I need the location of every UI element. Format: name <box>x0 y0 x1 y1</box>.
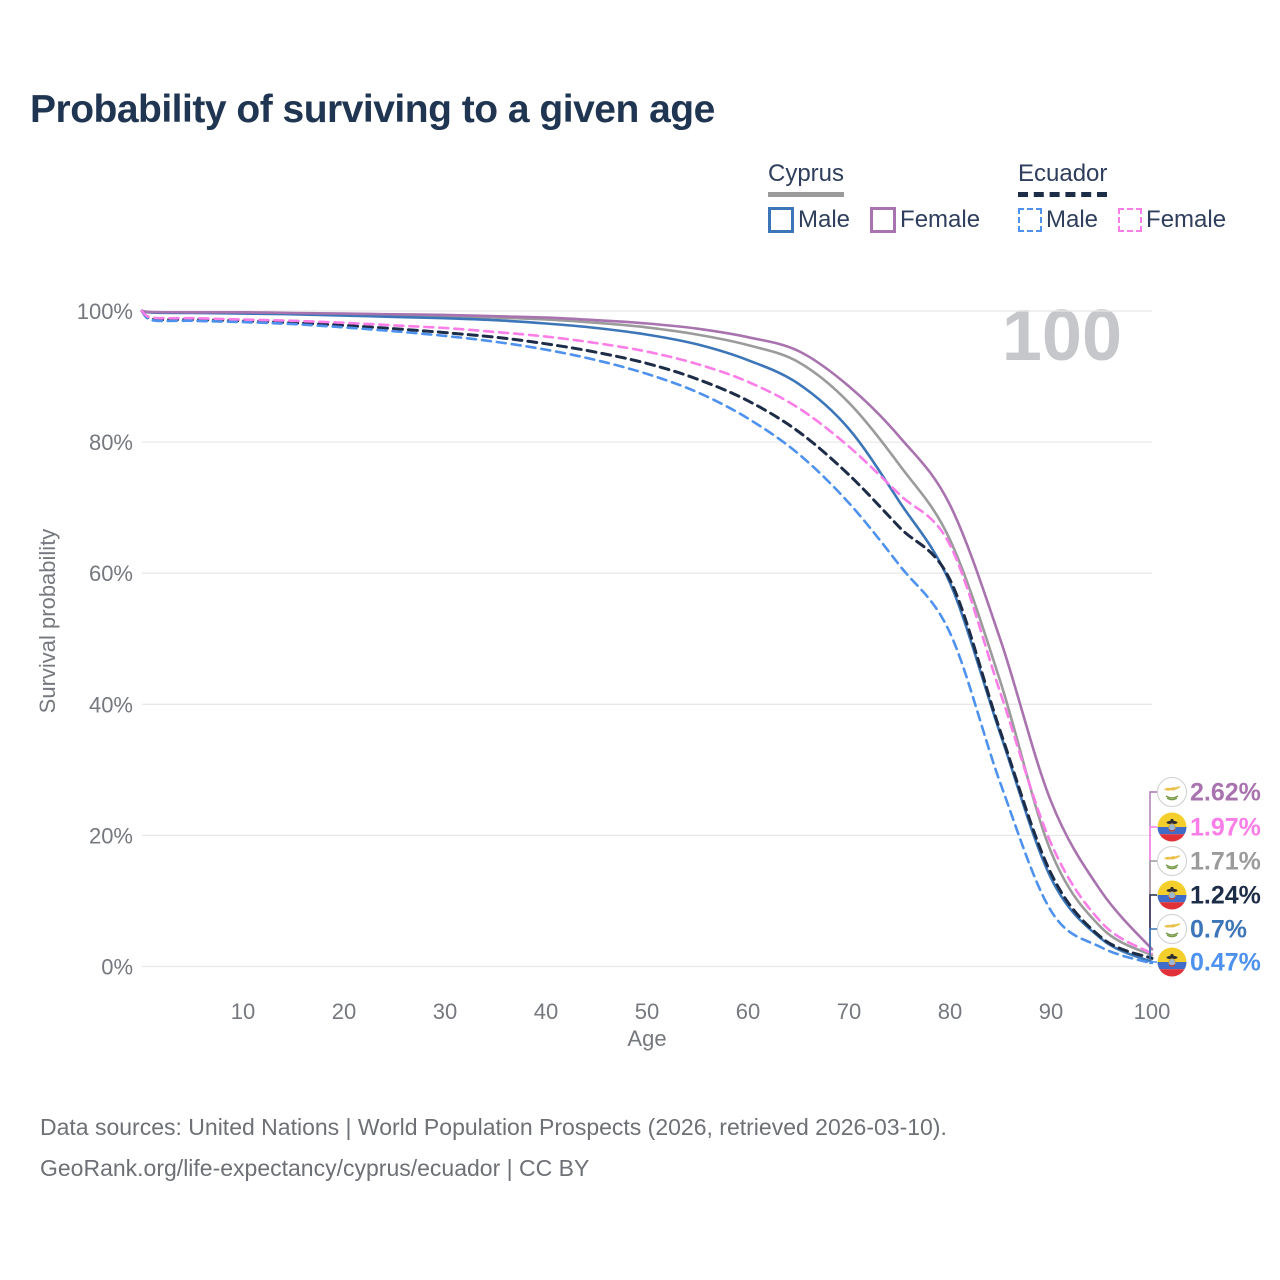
cyprus-male-swatch-icon <box>768 207 794 233</box>
ecuador-flag-icon <box>1157 947 1187 977</box>
end-label-cyprus-both: 1.71% <box>1149 846 1261 956</box>
cyprus-female-swatch-icon <box>870 207 897 233</box>
legend-items-cyprus: Male Female <box>768 206 980 234</box>
series-line-ecuador-both <box>140 309 1154 960</box>
series-line-cyprus-female <box>140 309 1154 951</box>
end-label-value: 1.97% <box>1190 814 1261 842</box>
attribution-text: GeoRank.org/life-expectancy/cyprus/ecuad… <box>40 1155 590 1181</box>
series-line-ecuador-female <box>140 309 1154 955</box>
legend-item-label: Female <box>1146 206 1227 233</box>
end-label-leader-line <box>1149 791 1157 950</box>
ecuador-flag-icon <box>1157 880 1187 910</box>
end-label-value: 1.71% <box>1190 848 1261 876</box>
cyprus-flag-icon <box>1157 914 1187 944</box>
legend-header-cyprus: Cyprus <box>768 160 845 197</box>
end-label-value: 2.62% <box>1190 779 1261 807</box>
ecuador-female-swatch-icon <box>1118 208 1143 232</box>
legend-group-ecuador: Ecuador Male Female <box>1018 160 1226 234</box>
series-line-ecuador-male <box>140 309 1154 965</box>
x-tick-label: 50 <box>635 999 659 1024</box>
ecuador-male-swatch-icon <box>1018 208 1042 232</box>
data-sources-text: Data sources: United Nations | World Pop… <box>40 1114 947 1140</box>
legend-item-label: Female <box>900 206 981 233</box>
end-label-cyprus-male: 0.7% <box>1149 914 1247 963</box>
x-tick-label: 90 <box>1039 999 1063 1024</box>
legend-item-ecuador-male: Male <box>1018 206 1098 234</box>
cyprus-flag-icon <box>1157 777 1187 807</box>
page-title: Probability of surviving to a given age <box>30 88 715 131</box>
cyprus-flag-icon <box>1157 846 1187 876</box>
x-tick-label: 30 <box>433 999 457 1024</box>
end-label-leader-line <box>1149 961 1157 965</box>
x-tick-label: 70 <box>837 999 861 1024</box>
series-line-cyprus-both <box>140 309 1154 957</box>
y-tick-label: 80% <box>89 430 133 455</box>
x-tick-label: 40 <box>534 999 558 1024</box>
end-label-ecuador-male: 0.47% <box>1149 947 1261 977</box>
end-label-leader-line <box>1149 894 1157 960</box>
legend-item-cyprus-male: Male <box>768 206 850 234</box>
legend-item-ecuador-female: Female <box>1118 206 1226 234</box>
end-label-value: 1.24% <box>1190 882 1261 910</box>
end-label-ecuador-both: 1.24% <box>1149 880 1261 960</box>
y-tick-label: 60% <box>89 561 133 586</box>
y-tick-label: 20% <box>89 823 133 848</box>
legend-group-cyprus: Cyprus Male Female <box>768 160 980 234</box>
x-axis-title: Age <box>627 1026 667 1051</box>
x-tick-label: 80 <box>938 999 962 1024</box>
legend-item-label: Male <box>1046 206 1099 233</box>
legend-items-ecuador: Male Female <box>1018 206 1226 234</box>
x-tick-label: 20 <box>332 999 356 1024</box>
end-label-ecuador-female: 1.97% <box>1149 812 1261 955</box>
x-tick-label: 10 <box>231 999 255 1024</box>
y-tick-label: 100% <box>77 299 133 324</box>
end-label-value: 0.47% <box>1190 949 1261 977</box>
legend-item-label: Male <box>798 206 851 233</box>
legend-item-cyprus-female: Female <box>870 206 980 234</box>
y-tick-label: 0% <box>101 955 133 980</box>
end-label-value: 0.7% <box>1190 916 1247 944</box>
y-tick-label: 40% <box>89 692 133 717</box>
legend-header-ecuador: Ecuador <box>1018 160 1108 197</box>
x-tick-label: 100 <box>1134 999 1171 1024</box>
x-tick-label: 60 <box>736 999 760 1024</box>
ecuador-flag-icon <box>1157 812 1187 842</box>
end-label-leader-line <box>1149 860 1157 956</box>
end-label-leader-line <box>1149 826 1157 955</box>
footer: Data sources: United Nations | World Pop… <box>40 1107 947 1189</box>
